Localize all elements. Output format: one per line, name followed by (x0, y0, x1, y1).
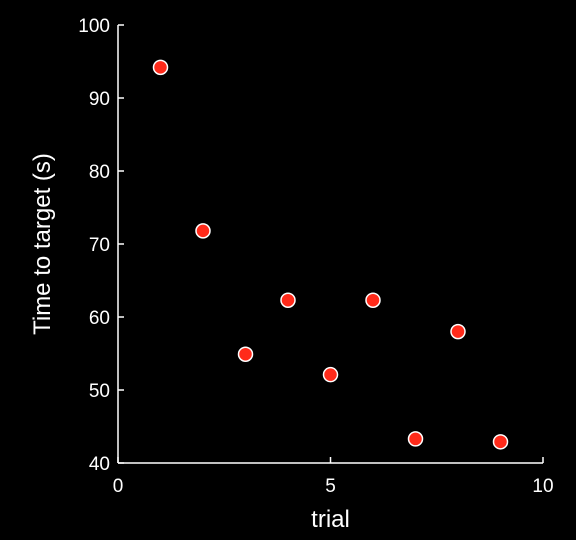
y-tick-label: 40 (89, 454, 110, 475)
data-point (494, 435, 508, 449)
data-point (409, 432, 423, 446)
y-tick-label: 80 (89, 162, 110, 183)
data-point (451, 325, 465, 339)
data-point (324, 368, 338, 382)
y-axis-label: Time to target (s) (29, 153, 56, 335)
y-tick-label: 70 (89, 235, 110, 256)
data-point (154, 60, 168, 74)
x-tick-label: 5 (325, 476, 336, 497)
data-point (239, 347, 253, 361)
y-tick-label: 60 (89, 308, 110, 329)
data-point (281, 293, 295, 307)
data-point (366, 293, 380, 307)
x-tick-label: 0 (113, 476, 124, 497)
y-tick-label: 100 (78, 16, 110, 37)
y-tick-label: 50 (89, 381, 110, 402)
y-tick-label: 90 (89, 89, 110, 110)
x-tick-label: 10 (532, 476, 553, 497)
data-point (196, 224, 210, 238)
x-axis-label: trial (311, 506, 350, 533)
